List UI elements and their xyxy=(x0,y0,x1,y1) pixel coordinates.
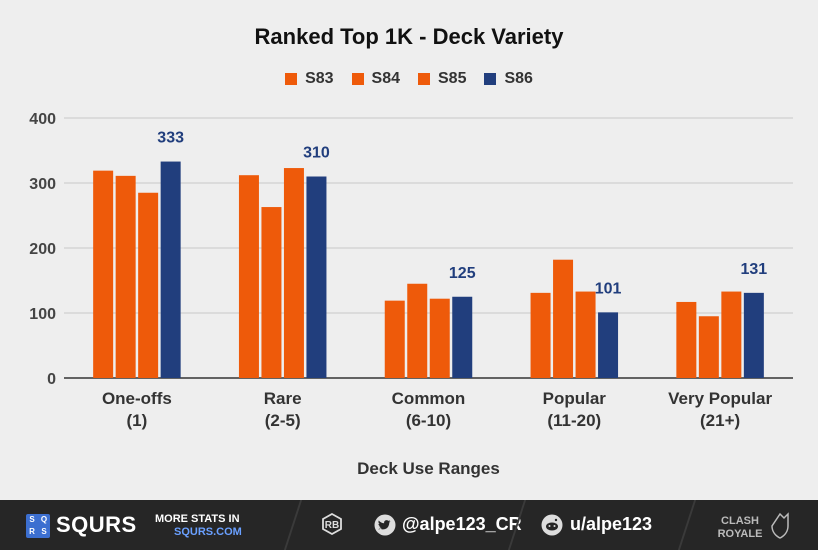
more-stats-text: MORE STATS IN SQURS.COM xyxy=(155,513,242,539)
bar-chart: 0 100 200 300 400 333 One-offs (1) 310 Rare (2-5) 1… xyxy=(29,111,793,478)
x-tick-label: Common xyxy=(392,389,466,408)
x-tick-label: Popular xyxy=(543,389,607,408)
bar-s83 xyxy=(676,301,697,378)
chart-legend: S83 S84 S85 S86 xyxy=(0,70,818,88)
chart-title: Ranked Top 1K - Deck Variety xyxy=(254,24,564,49)
legend-label: S84 xyxy=(371,70,400,87)
data-label: 101 xyxy=(595,280,622,297)
twitter-handle[interactable]: @alpe123_CR xyxy=(402,514,522,534)
bar-s85 xyxy=(138,192,159,378)
bar-s83 xyxy=(530,292,551,378)
logo-line1: CLASH xyxy=(721,515,759,527)
footer-divider xyxy=(677,500,697,550)
bar-s86 xyxy=(452,296,473,378)
bar-s86 xyxy=(598,312,619,378)
y-tick-label: 100 xyxy=(29,306,56,323)
bar-s83 xyxy=(384,300,405,378)
reddit-icon[interactable] xyxy=(541,514,563,536)
x-axis-label: Deck Use Ranges xyxy=(357,459,500,478)
more-stats-line1: MORE STATS IN xyxy=(155,513,240,525)
legend-label: S83 xyxy=(305,70,334,87)
bar-s86 xyxy=(306,176,327,378)
x-tick-label: (11-20) xyxy=(547,411,601,430)
x-tick-label: (2-5) xyxy=(265,411,301,430)
reddit-handle[interactable]: u/alpe123 xyxy=(570,514,653,534)
bar-s84 xyxy=(407,283,428,378)
legend-label: S85 xyxy=(438,70,467,87)
bar-s85 xyxy=(575,291,596,378)
bar-s84 xyxy=(261,207,282,378)
x-tick-label: Very Popular xyxy=(668,389,772,408)
svg-text:RB: RB xyxy=(325,520,339,531)
bar-s85 xyxy=(283,168,304,378)
y-tick-label: 0 xyxy=(47,371,56,388)
bar-s85 xyxy=(721,291,742,378)
x-tick-label: Rare xyxy=(264,389,302,408)
clash-royale-emblem-icon: RB xyxy=(322,513,342,535)
y-tick-label: 300 xyxy=(29,176,56,193)
legend-item-s85: S85 xyxy=(418,70,466,88)
bar-s86 xyxy=(160,161,181,378)
legend-swatch xyxy=(418,73,430,85)
bar-s84 xyxy=(553,259,574,378)
legend-item-s83: S83 xyxy=(285,70,334,88)
y-tick-label: 400 xyxy=(29,111,56,128)
bar-s85 xyxy=(429,298,450,378)
legend-swatch xyxy=(484,73,497,85)
y-tick-label: 200 xyxy=(29,241,56,258)
bar-s86 xyxy=(743,292,764,378)
legend-label: S86 xyxy=(504,70,533,87)
legend-item-s86: S86 xyxy=(484,70,533,88)
bar-s84 xyxy=(115,175,136,378)
x-tick-label: (6-10) xyxy=(406,411,451,430)
bar-s83 xyxy=(93,170,114,378)
bar-s84 xyxy=(698,316,719,378)
footer-divider xyxy=(283,500,303,550)
legend-swatch xyxy=(285,73,298,85)
twitter-icon[interactable] xyxy=(374,514,396,536)
more-stats-site[interactable]: SQURS.COM xyxy=(174,526,242,538)
data-label: 131 xyxy=(740,261,767,278)
legend-swatch xyxy=(351,73,364,85)
legend-item-s84: S84 xyxy=(351,70,400,88)
x-tick-label: One-offs xyxy=(102,389,172,408)
brand-name: SQURS xyxy=(56,512,137,537)
x-tick-label: (1) xyxy=(127,411,148,430)
data-label: 333 xyxy=(157,130,184,147)
clash-royale-logo: CLASH ROYALE xyxy=(718,512,789,540)
data-label: 125 xyxy=(449,265,476,282)
x-tick-label: (21+) xyxy=(700,411,740,430)
bar-s83 xyxy=(238,175,259,378)
logo-line2: ROYALE xyxy=(718,528,763,540)
data-label: 310 xyxy=(303,145,330,162)
